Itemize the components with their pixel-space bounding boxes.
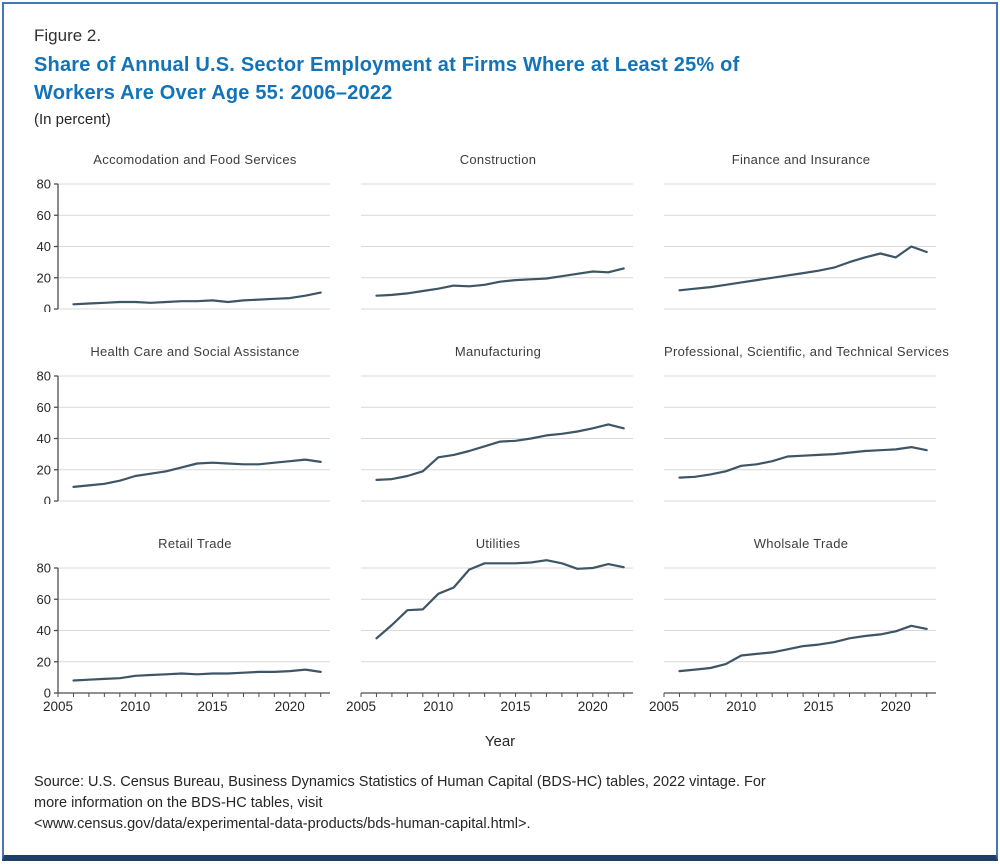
plot-svg: 0 20 40 60 80 2005 2010 2015 2020 (37, 561, 330, 714)
chart-plot: 0 20 40 60 80 (32, 364, 332, 509)
figure-subtitle: (In percent) (34, 111, 111, 129)
chart-accomodation-and-food-services: Accomodation and Food Services 0 20 40 60 80 (32, 151, 332, 317)
chart-construction: Construction (335, 151, 635, 312)
chart-title: Manufacturing (454, 344, 542, 360)
chart-row-1: Accomodation and Food Services 0 20 40 60 80… (32, 151, 942, 317)
figure-title: Share of Annual U.S. Sector Employment a… (34, 54, 740, 104)
series-line (72, 668, 322, 682)
chart-title: Finance and Insurance (731, 152, 871, 168)
plot-svg (664, 375, 936, 502)
chart-finance-and-insurance: Finance and Insurance (638, 151, 938, 312)
x-tick-label: 2010 (423, 699, 453, 714)
chart-plot: 2005 2010 2015 2020 (638, 556, 938, 726)
x-tick-label: 2005 (346, 699, 376, 714)
series-line (375, 423, 625, 482)
chart-manufacturing: Manufacturing (335, 343, 635, 504)
plot-svg: 2005 2010 2015 2020 (649, 567, 936, 714)
chart-plot: 0 20 40 60 80 2005 2010 2015 2020 (32, 556, 332, 726)
plot-svg: 0 20 40 60 80 (37, 177, 330, 317)
x-tick-label: 2015 (804, 699, 834, 714)
x-tick-label: 2010 (726, 699, 756, 714)
y-tick-label: 80 (37, 369, 51, 384)
series-line (678, 446, 928, 479)
y-tick-label: 0 (44, 686, 51, 701)
x-tick-label: 2020 (881, 699, 911, 714)
chart-title: Utilities (475, 536, 521, 552)
figure-header: Figure 2. Share of Annual U.S. Sector Em… (0, 0, 1000, 128)
series-line (678, 624, 928, 673)
chart-title: Construction (459, 152, 537, 168)
chart-title: Accomodation and Food Services (93, 152, 297, 168)
y-tick-label: 20 (37, 270, 51, 285)
y-tick-label: 80 (37, 177, 51, 192)
chart-plot: 0 20 40 60 80 (32, 172, 332, 317)
chart-plot (638, 172, 938, 312)
source-line-2: more information on the BDS-HC tables, v… (34, 795, 323, 812)
source-line-1: Source: U.S. Census Bureau, Business Dyn… (34, 774, 766, 791)
chart-utilities: Utilities 2005 2010 2015 2020 (335, 535, 635, 726)
x-tick-label: 2010 (120, 699, 150, 714)
chart-retail-trade: Retail Trade 0 20 40 60 80 2005 2010 2015 2020 (32, 535, 332, 726)
small-multiples-grid: Accomodation and Food Services 0 20 40 60 80… (32, 151, 950, 726)
chart-health-care-and-social-assistance: Health Care and Social Assistance 0 20 40 6… (32, 343, 332, 509)
y-tick-label: 60 (37, 400, 51, 415)
x-tick-label: 2005 (649, 699, 679, 714)
chart-title: Professional, Scientific, and Technical … (664, 344, 950, 360)
y-tick-label: 40 (37, 239, 51, 254)
plot-svg: 0 20 40 60 80 (37, 369, 330, 509)
y-tick-label: 80 (37, 561, 51, 576)
source-line-3: <www.census.gov/data/experimental-data-p… (34, 816, 531, 833)
chart-title: Retail Trade (158, 536, 232, 552)
series-line (72, 291, 322, 306)
chart-plot (638, 364, 938, 504)
series-line (375, 559, 625, 640)
chart-plot (335, 364, 635, 504)
plot-svg (361, 183, 633, 310)
x-tick-label: 2020 (578, 699, 608, 714)
x-axis-title: Year (484, 733, 516, 751)
y-tick-label: 20 (37, 462, 51, 477)
chart-row-3: Retail Trade 0 20 40 60 80 2005 2010 2015 2020 U… (32, 535, 942, 726)
chart-row-2: Health Care and Social Assistance 0 20 40 6… (32, 343, 950, 509)
chart-plot (335, 172, 635, 312)
x-tick-label: 2005 (43, 699, 73, 714)
chart-professional-scientific-technical: Professional, Scientific, and Technical … (638, 343, 950, 504)
chart-plot: 2005 2010 2015 2020 (335, 556, 635, 726)
y-tick-label: 20 (37, 654, 51, 669)
chart-title: Wholsale Trade (753, 536, 849, 552)
series-line (72, 458, 322, 489)
plot-svg (361, 375, 633, 502)
series-line (678, 245, 928, 292)
source-note: Source: U.S. Census Bureau, Business Dyn… (34, 772, 974, 835)
x-tick-label: 2015 (198, 699, 228, 714)
y-tick-label: 40 (37, 431, 51, 446)
chart-title: Health Care and Social Assistance (90, 344, 300, 360)
y-tick-label: 60 (37, 208, 51, 223)
x-tick-label: 2020 (275, 699, 305, 714)
series-line (375, 267, 625, 297)
figure-label: Figure 2. (34, 26, 102, 45)
y-tick-label: 0 (44, 494, 51, 505)
y-tick-label: 60 (37, 592, 51, 607)
y-tick-label: 0 (44, 302, 51, 313)
x-tick-label: 2015 (501, 699, 531, 714)
plot-svg: 2005 2010 2015 2020 (346, 559, 633, 714)
plot-svg (664, 183, 936, 310)
chart-wholsale-trade: Wholsale Trade 2005 2010 2015 2020 (638, 535, 938, 726)
y-tick-label: 40 (37, 623, 51, 638)
